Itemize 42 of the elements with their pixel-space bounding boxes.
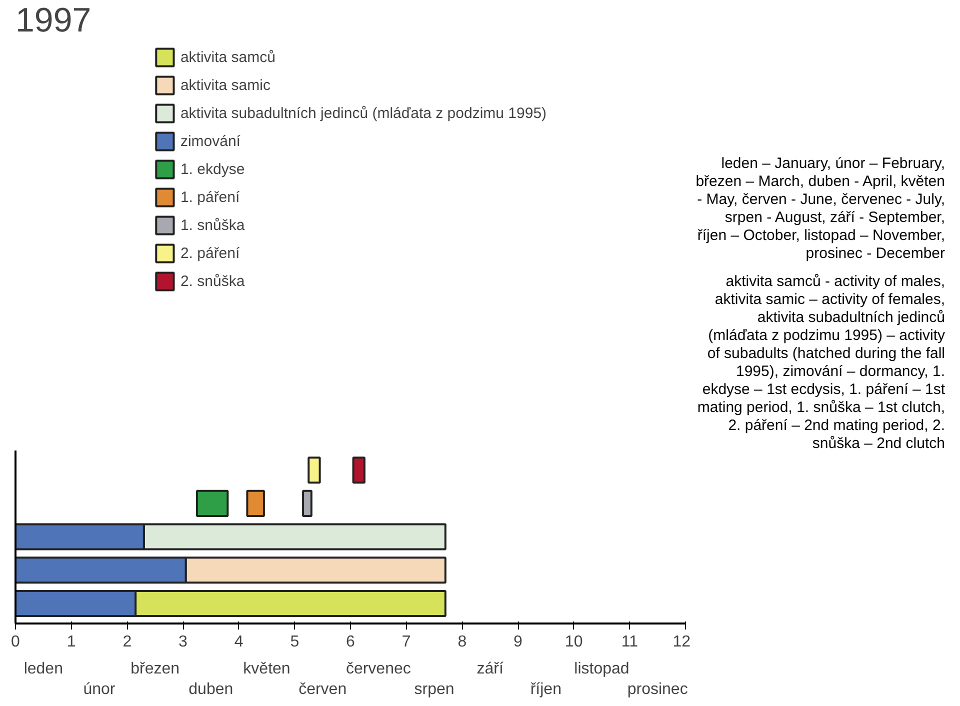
legend-label: 2. páření bbox=[180, 244, 240, 262]
text: únor bbox=[83, 680, 116, 698]
text: květen bbox=[243, 660, 290, 678]
legend-label: aktivita samic bbox=[180, 76, 270, 94]
x-tick-label: 10 bbox=[564, 634, 583, 650]
legend-label: 1. páření bbox=[180, 188, 240, 206]
legend-label: aktivita subadultních jedinců (mláďata z podzimu 1995) bbox=[180, 104, 547, 122]
x-tick-label: 2 bbox=[122, 634, 132, 650]
x-tick-label: 7 bbox=[402, 634, 411, 650]
chart-title: 1997 bbox=[16, 2, 92, 40]
text: červenec bbox=[346, 660, 411, 678]
text: březen bbox=[130, 660, 180, 678]
x-tick-label: 11 bbox=[621, 634, 638, 650]
x-tick-label: 4 bbox=[234, 634, 244, 650]
bar bbox=[302, 490, 312, 517]
text: červen bbox=[298, 680, 347, 698]
x-tick-label: 8 bbox=[458, 634, 467, 650]
x-tick-label: 5 bbox=[290, 634, 300, 650]
text: srpen bbox=[414, 680, 454, 698]
x-tick-label: 0 bbox=[11, 634, 20, 650]
bar bbox=[246, 490, 265, 517]
legend-label: 2. snůška bbox=[180, 272, 245, 290]
x-tick-label: 3 bbox=[178, 634, 188, 650]
x-tick-label: 9 bbox=[514, 634, 523, 650]
legend-label: zimování bbox=[180, 132, 240, 150]
legend-label: aktivita samců bbox=[180, 48, 276, 66]
text: duben bbox=[188, 680, 234, 698]
text: leden – January, únor – February, březen – March, duben - April, květen - May, červen - June, červenec - July, srpen - August, září - September, říjen – October, listopad – November, prosinec - December bbox=[695, 155, 945, 263]
text: aktivita samců - activity of males, aktivita samic – activity of females, aktivita subadultních jedinců (mláďata z podzimu 1995) – activity of subadults (hatched during the fall 1995), zimování – dormancy, 1. ekdyse – 1st ecdysis, 1. páření – 1st mating period, 1. snůška – 1st clutch, 2. páření – 2nd mating period, 2. snůška – 2nd clutch bbox=[697, 273, 945, 452]
legend-label: 1. ekdyse bbox=[180, 160, 245, 178]
text: listopad bbox=[574, 660, 630, 678]
text: prosinec bbox=[627, 680, 688, 698]
text: září bbox=[476, 660, 504, 678]
bar bbox=[196, 490, 229, 517]
x-tick-label: 6 bbox=[346, 634, 356, 650]
bar bbox=[308, 456, 321, 484]
x-tick-label: 12 bbox=[672, 634, 691, 650]
x-tick-label: 1 bbox=[66, 634, 76, 650]
text: říjen bbox=[530, 680, 562, 698]
bar bbox=[352, 456, 366, 484]
legend-label: 1. snůška bbox=[180, 216, 245, 234]
text: leden bbox=[24, 660, 63, 678]
